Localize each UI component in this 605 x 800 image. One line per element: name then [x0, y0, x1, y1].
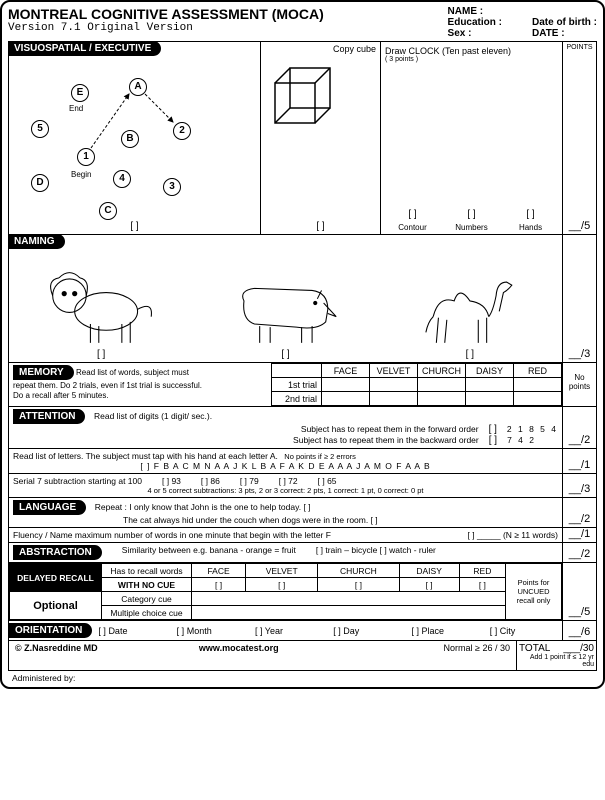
- points-col: POINTS __/5: [562, 42, 596, 234]
- visuospatial-row: VISUOSPATIAL / EXECUTIVE 1BeginA2B3C4D5E…: [8, 41, 597, 235]
- version: Version 7.1 Original Version: [8, 22, 324, 34]
- moca-form: MONTREAL COGNITIVE ASSESSMENT (MOCA) Ver…: [0, 0, 605, 689]
- trails-check[interactable]: [ ]: [130, 221, 138, 232]
- naming-row: NAMING [ ]: [8, 235, 597, 363]
- title: MONTREAL COGNITIVE ASSESSMENT (MOCA): [8, 6, 324, 22]
- hands-label: Hands: [501, 223, 560, 232]
- date-label: DATE :: [532, 28, 597, 39]
- cube-label: Copy cube: [333, 44, 376, 54]
- cube-check[interactable]: [ ]: [316, 221, 324, 232]
- digits-instr: Read list of digits (1 digit/ sec.).: [94, 411, 212, 421]
- naming-score: __/3: [563, 348, 596, 360]
- cube-icon: [265, 58, 345, 138]
- normal-cutoff: Normal ≥ 26 / 30: [329, 641, 517, 670]
- memory-tab: MEMORY: [13, 365, 74, 380]
- recall-row: DELAYED RECALL Has to recall words FACEV…: [8, 563, 597, 621]
- visuo-score: __/5: [563, 220, 596, 232]
- backward-instr: Subject has to repeat them in the backwa…: [293, 435, 479, 446]
- recall-table: DELAYED RECALL Has to recall words FACEV…: [9, 563, 562, 620]
- contour-check[interactable]: [ ]: [408, 209, 416, 220]
- abs-instr: Similarity between e.g. banana - orange …: [122, 545, 296, 560]
- total-label: TOTAL: [519, 643, 550, 654]
- admin-by: Administered by:: [8, 671, 597, 685]
- orient-score: __/6: [563, 626, 596, 638]
- hands-check[interactable]: [ ]: [526, 209, 534, 220]
- lang-tab: LANGUAGE: [13, 500, 86, 515]
- header: MONTREAL COGNITIVE ASSESSMENT (MOCA) Ver…: [8, 6, 597, 39]
- fluency-tail: [ ] _____ (N ≥ 11 words): [468, 530, 559, 540]
- orientation-row: ORIENTATION [ ] Date [ ] Month [ ] Year …: [8, 621, 597, 641]
- language-fluency: Fluency / Name maximum number of words i…: [8, 528, 597, 543]
- clock-label: Draw CLOCK (Ten past eleven): [385, 46, 558, 56]
- numbers-label: Numbers: [442, 223, 501, 232]
- naming-tab: NAMING: [8, 234, 65, 249]
- memory-row: MEMORY Read list of words, subject must …: [8, 363, 597, 407]
- copyright: © Z.Nasreddine MD: [9, 641, 149, 670]
- repeat1: Repeat : I only know that John is the on…: [95, 501, 315, 513]
- cube-cell: Copy cube [ ]: [261, 42, 381, 234]
- attn-tab: ATTENTION: [13, 409, 85, 424]
- recall-score: __/5: [563, 606, 596, 618]
- letters-score: __/1: [563, 459, 596, 471]
- attention-serial7: Serial 7 subtraction starting at 100 [ ]…: [8, 474, 597, 498]
- abs-items: [ ] train – bicycle [ ] watch - ruler: [316, 545, 436, 560]
- recall-tab: DELAYED RECALL: [10, 564, 102, 592]
- serial7-score: __/3: [563, 483, 596, 495]
- fluency-score: __/1: [563, 528, 596, 540]
- orient-tab: ORIENTATION: [9, 623, 92, 638]
- edu-label: Education :: [448, 17, 502, 28]
- numbers-check[interactable]: [ ]: [467, 209, 475, 220]
- digits-score: __/2: [563, 434, 596, 446]
- attention-digits: ATTENTION Read list of digits (1 digit/ …: [8, 407, 597, 449]
- backward-digits: 7 4 2: [507, 435, 558, 446]
- recall-points-note: Points for UNCUED recall only: [506, 564, 562, 620]
- name-label: NAME :: [448, 6, 502, 17]
- repeat-score: __/2: [563, 513, 596, 525]
- clock-cell: Draw CLOCK (Ten past eleven) ( 3 points …: [381, 42, 562, 234]
- rhino-check[interactable]: [ ]: [281, 349, 289, 360]
- memory-table: FACEVELVETCHURCHDAISYRED 1st trial 2nd t…: [271, 363, 562, 406]
- language-repeat: LANGUAGE Repeat : I only know that John …: [8, 498, 597, 528]
- total-score: ___/30: [563, 643, 594, 654]
- serial7-note: 4 or 5 correct subtractions: 3 pts, 2 or…: [13, 486, 558, 495]
- animal-rhino: [ ]: [193, 251, 377, 362]
- no-points: No points: [569, 373, 590, 391]
- abstraction-row: ABSTRACTION Similarity between e.g. bana…: [8, 543, 597, 563]
- contour-label: Contour: [383, 223, 442, 232]
- letters-note: No points if ≥ 2 errors: [284, 452, 356, 461]
- camel-check[interactable]: [ ]: [466, 349, 474, 360]
- animal-lion: [ ]: [9, 251, 193, 362]
- url: www.mocatest.org: [149, 641, 329, 670]
- abs-tab: ABSTRACTION: [13, 545, 102, 560]
- points-label: POINTS: [566, 44, 592, 51]
- repeat2: The cat always hid under the couch when …: [123, 514, 382, 526]
- forward-instr: Subject has to repeat them in the forwar…: [301, 424, 479, 435]
- abs-score: __/2: [563, 548, 596, 560]
- total-row: © Z.Nasreddine MD www.mocatest.org Norma…: [8, 641, 597, 671]
- letters-seq: [ ] F B A C M N A A J K L B A F A K D E …: [13, 461, 558, 471]
- bonus-note: Add 1 point if ≤ 12 yr edu: [519, 654, 594, 668]
- forward-digits: 2 1 8 5 4: [507, 424, 558, 435]
- optional-label: Optional: [10, 592, 102, 620]
- sex-label: Sex :: [448, 28, 502, 39]
- trail-arrows: [9, 42, 261, 234]
- letters-instr: Read list of letters. The subject must t…: [13, 451, 278, 461]
- serial7-instr: Serial 7 subtraction starting at 100: [13, 476, 142, 486]
- lion-check[interactable]: [ ]: [97, 349, 105, 360]
- fluency-instr: Fluency / Name maximum number of words i…: [13, 530, 331, 540]
- clock-sub: ( 3 points ): [385, 56, 558, 63]
- attention-letters: Read list of letters. The subject must t…: [8, 449, 597, 474]
- dob-label: Date of birth :: [532, 17, 597, 28]
- trails-cell: VISUOSPATIAL / EXECUTIVE 1BeginA2B3C4D5E…: [9, 42, 261, 234]
- animal-camel: [ ]: [378, 251, 562, 362]
